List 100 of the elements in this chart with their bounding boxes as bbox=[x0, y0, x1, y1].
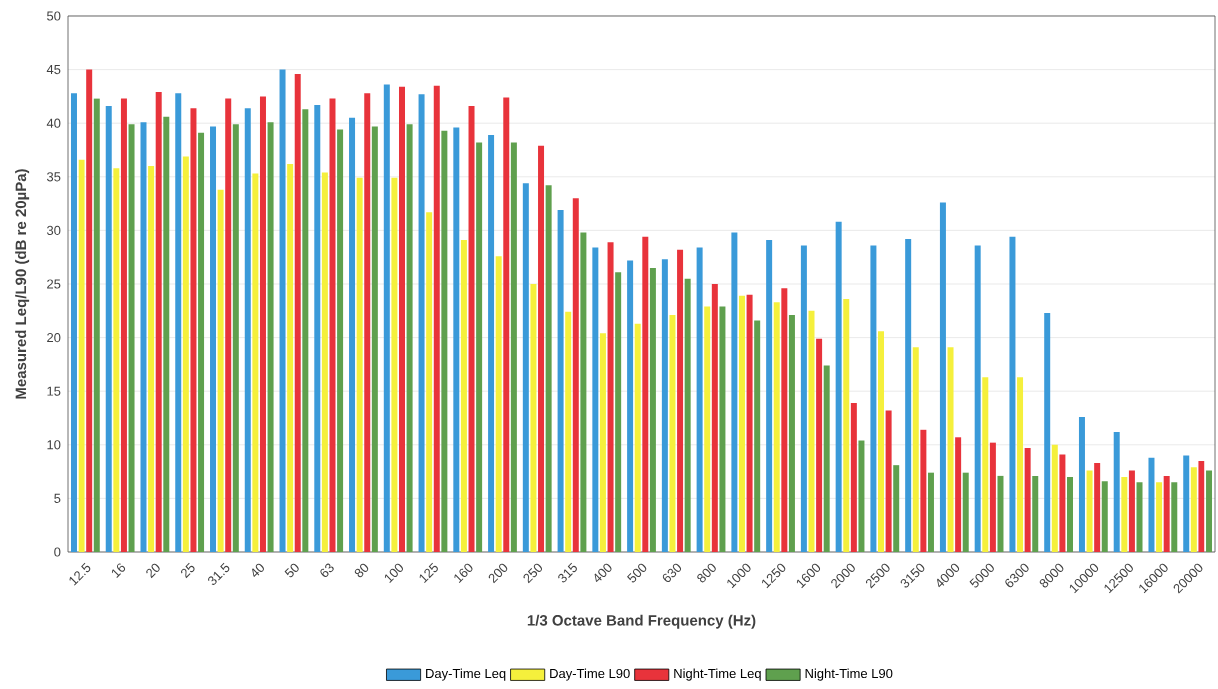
bar bbox=[503, 97, 510, 553]
bar bbox=[982, 377, 989, 553]
bar bbox=[1044, 312, 1051, 553]
bar bbox=[148, 166, 155, 553]
x-tick-label: 63 bbox=[320, 563, 334, 577]
bar bbox=[649, 267, 656, 553]
bar bbox=[182, 156, 189, 553]
bar bbox=[93, 98, 100, 553]
bar bbox=[406, 124, 413, 553]
bar bbox=[580, 232, 587, 553]
bar bbox=[858, 440, 865, 553]
bar bbox=[572, 198, 579, 553]
bar bbox=[140, 122, 147, 553]
bar bbox=[337, 129, 344, 553]
x-tick-label: 630 bbox=[662, 563, 682, 583]
bar bbox=[607, 242, 614, 553]
bar bbox=[1163, 475, 1170, 553]
bar bbox=[696, 247, 703, 553]
bar bbox=[1128, 470, 1135, 553]
bar bbox=[349, 117, 356, 553]
bar bbox=[468, 106, 475, 553]
bar bbox=[105, 106, 112, 553]
bar bbox=[1121, 476, 1128, 553]
y-tick-label: 40 bbox=[46, 118, 61, 128]
bar bbox=[893, 465, 900, 553]
x-tick-label: 40 bbox=[252, 563, 264, 578]
bar bbox=[1078, 416, 1085, 553]
bar bbox=[684, 278, 691, 553]
x-tick-label: 315 bbox=[558, 562, 577, 583]
x-tick-label: 125 bbox=[419, 562, 438, 584]
bar bbox=[773, 302, 780, 553]
legend-label: Night-Time Leq bbox=[674, 668, 761, 681]
bar bbox=[1067, 476, 1074, 553]
bar bbox=[719, 306, 726, 553]
bar bbox=[441, 130, 448, 553]
bar bbox=[198, 132, 205, 553]
x-tick-label: 80 bbox=[354, 563, 369, 578]
bar bbox=[1101, 481, 1108, 553]
bar bbox=[661, 259, 668, 553]
bar bbox=[476, 142, 483, 553]
bar bbox=[738, 295, 745, 553]
bar bbox=[731, 232, 738, 553]
x-axis-title: 1/3 Octave Band Frequency (Hz) bbox=[527, 614, 756, 629]
bar bbox=[364, 93, 371, 553]
bar bbox=[1156, 482, 1163, 553]
bar bbox=[267, 122, 274, 553]
bar bbox=[545, 185, 552, 553]
bar bbox=[495, 256, 502, 553]
bar bbox=[781, 288, 788, 553]
y-tick-label: 10 bbox=[47, 440, 61, 450]
bar bbox=[232, 124, 239, 553]
y-tick-label: 15 bbox=[47, 386, 61, 396]
bar bbox=[287, 163, 294, 553]
bar bbox=[1017, 377, 1024, 553]
x-tick-label: 200 bbox=[488, 563, 508, 584]
bar bbox=[522, 183, 529, 553]
bar bbox=[1094, 463, 1101, 553]
x-tick-label: 50 bbox=[284, 563, 299, 578]
bar bbox=[329, 98, 336, 553]
bar bbox=[371, 126, 378, 553]
bar bbox=[279, 69, 286, 553]
bar bbox=[677, 249, 684, 553]
bar bbox=[86, 69, 93, 553]
x-tick-label: 100 bbox=[384, 563, 404, 584]
y-axis-title: Measured Leq/L90 (dB re 20µPa) bbox=[15, 169, 30, 399]
bar bbox=[190, 108, 197, 553]
bar bbox=[225, 98, 232, 553]
bar bbox=[912, 347, 919, 553]
bar bbox=[418, 94, 425, 553]
bar bbox=[70, 93, 77, 553]
y-tick-label: 45 bbox=[46, 65, 61, 75]
x-tick-label: 800 bbox=[697, 563, 716, 583]
y-tick-label: 0 bbox=[54, 547, 61, 557]
bar bbox=[947, 347, 954, 553]
y-tick-label: 35 bbox=[46, 172, 61, 182]
bar bbox=[314, 104, 321, 553]
bar bbox=[113, 168, 120, 553]
bar bbox=[927, 472, 934, 553]
bar bbox=[955, 437, 962, 553]
bar bbox=[1032, 475, 1039, 553]
x-tick-label: 16 bbox=[111, 563, 126, 578]
bar bbox=[1113, 431, 1120, 553]
bar bbox=[592, 247, 599, 553]
x-tick-label: 400 bbox=[594, 563, 612, 583]
bar bbox=[294, 73, 301, 553]
bar bbox=[217, 189, 224, 553]
bar bbox=[383, 84, 390, 553]
bar bbox=[634, 323, 641, 553]
bar bbox=[920, 429, 927, 553]
bar bbox=[615, 272, 622, 553]
bar bbox=[321, 172, 328, 553]
bar bbox=[850, 403, 857, 553]
bar bbox=[1024, 448, 1031, 553]
bar bbox=[302, 109, 309, 553]
x-tick-label: 31.5 bbox=[208, 562, 230, 585]
bar bbox=[974, 245, 981, 553]
bar bbox=[155, 92, 162, 553]
y-tick-label: 50 bbox=[47, 11, 61, 21]
bar bbox=[816, 338, 823, 553]
bar bbox=[210, 126, 217, 553]
